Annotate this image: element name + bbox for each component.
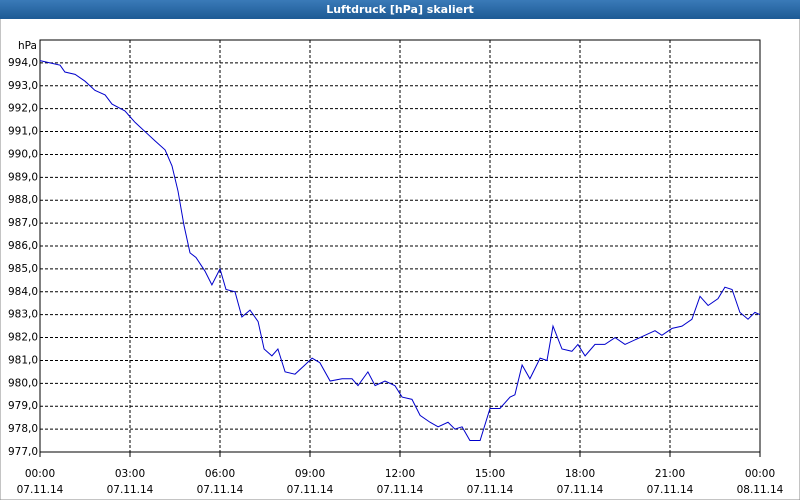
y-tick-label: 981,0 xyxy=(8,354,38,366)
x-tick-label: 03:00 xyxy=(115,468,145,480)
y-tick-label: 977,0 xyxy=(8,446,38,458)
y-tick-label: 978,0 xyxy=(8,423,38,435)
x-tick-label: 09:00 xyxy=(295,468,325,480)
x-tick-label: 15:00 xyxy=(475,468,505,480)
y-tick-label: 983,0 xyxy=(8,309,38,321)
x-tick-label: 12:00 xyxy=(385,468,415,480)
y-tick-label: 994,0 xyxy=(8,57,38,69)
y-tick-label: 993,0 xyxy=(8,80,38,92)
x-tick-date: 07.11.14 xyxy=(197,484,244,496)
x-tick-label: 00:00 xyxy=(25,468,55,480)
x-tick-date: 08.11.14 xyxy=(737,484,784,496)
y-tick-label: 982,0 xyxy=(8,332,38,344)
y-tick-label: 986,0 xyxy=(8,240,38,252)
y-tick-label: 979,0 xyxy=(8,400,38,412)
y-tick-label: 987,0 xyxy=(8,217,38,229)
x-tick-label: 21:00 xyxy=(655,468,685,480)
y-tick-label: 985,0 xyxy=(8,263,38,275)
y-tick-label: 980,0 xyxy=(8,377,38,389)
y-tick-label: 990,0 xyxy=(8,148,38,160)
x-tick-date: 07.11.14 xyxy=(377,484,424,496)
y-unit: hPa xyxy=(18,40,37,52)
x-tick-label: 06:00 xyxy=(205,468,235,480)
x-tick-date: 07.11.14 xyxy=(647,484,694,496)
plot-frame xyxy=(39,39,761,453)
y-tick-label: 989,0 xyxy=(8,171,38,183)
line-series xyxy=(39,60,761,442)
x-tick-date: 07.11.14 xyxy=(557,484,604,496)
x-tick-label: 18:00 xyxy=(565,468,595,480)
y-tick-label: 984,0 xyxy=(8,286,38,298)
x-tick-date: 07.11.14 xyxy=(17,484,64,496)
y-tick-label: 992,0 xyxy=(8,103,38,115)
chart-title: Luftdruck [hPa] skaliert xyxy=(326,3,474,16)
y-tick-label: 991,0 xyxy=(8,126,38,138)
x-tick-label: 00:00 xyxy=(745,468,775,480)
y-tick-label: 988,0 xyxy=(8,194,38,206)
x-tick-date: 07.11.14 xyxy=(107,484,154,496)
x-tick-date: 07.11.14 xyxy=(287,484,334,496)
title-bar xyxy=(0,0,800,19)
x-tick-date: 07.11.14 xyxy=(467,484,514,496)
